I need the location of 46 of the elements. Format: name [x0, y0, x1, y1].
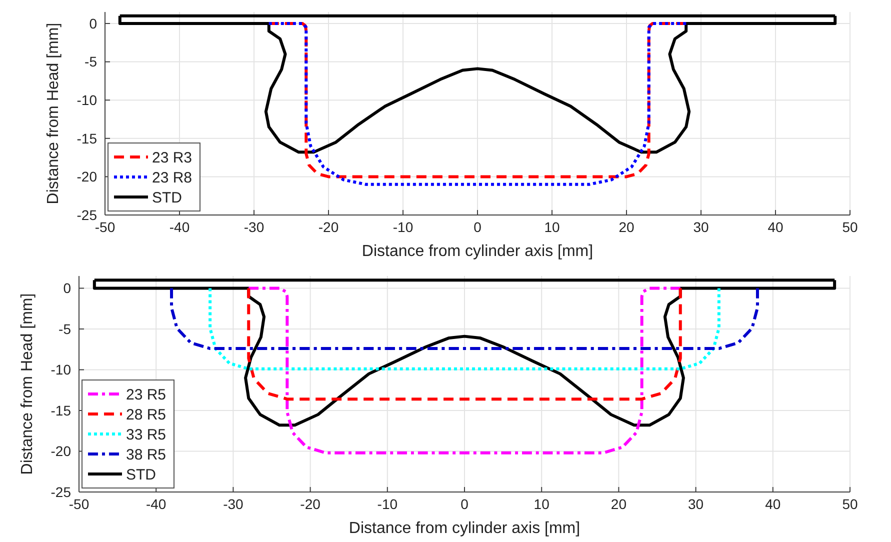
y-tick-label: -5 — [58, 320, 72, 337]
y-tick-label: -10 — [76, 92, 98, 108]
legend-label: 23 R8 — [152, 169, 192, 186]
x-tick-label: 0 — [460, 496, 469, 512]
y-tick-label: 0 — [89, 15, 98, 32]
y-tick-label: -10 — [50, 362, 72, 378]
x-tick-label: 30 — [688, 496, 704, 512]
x-tick-label: -50 — [68, 496, 90, 512]
x-tick-label: -20 — [300, 496, 321, 512]
legend-label: 38 R5 — [126, 446, 166, 464]
x-tick-label: -40 — [169, 219, 190, 235]
legend-label: STD — [152, 189, 182, 206]
y-tick-label: -20 — [76, 168, 98, 185]
x-tick-label: 40 — [765, 496, 781, 512]
x-tick-label: -10 — [392, 219, 414, 235]
x-tick-label: 10 — [544, 219, 560, 235]
x-axis-title: Distance from cylinder axis [mm] — [348, 520, 580, 537]
legend-label: 23 R5 — [126, 386, 166, 404]
x-tick-label: 50 — [842, 496, 858, 512]
x-tick-label: 20 — [610, 496, 627, 512]
x-tick-label: 30 — [693, 219, 709, 235]
x-tick-label: -20 — [318, 219, 339, 235]
x-tick-label: 50 — [842, 219, 858, 235]
y-tick-label: -15 — [50, 402, 72, 418]
legend-label: 28 R5 — [126, 406, 166, 424]
x-tick-label: -10 — [377, 496, 398, 512]
y-tick-label: 0 — [63, 280, 72, 296]
y-tick-label: -5 — [84, 54, 98, 70]
y-tick-label: -25 — [76, 206, 98, 223]
x-tick-label: -30 — [223, 496, 244, 512]
y-tick-label: -25 — [50, 484, 72, 500]
y-tick-label: -20 — [50, 443, 72, 460]
x-tick-label: -30 — [244, 219, 264, 235]
x-axis-title: Distance from cylinder axis [mm] — [362, 243, 594, 260]
x-tick-label: -50 — [94, 219, 116, 235]
legend-label: 33 R5 — [126, 426, 166, 444]
y-axis-title: Distance from Head [mm] — [45, 22, 62, 204]
y-axis-title: Distance from Head [mm] — [19, 293, 36, 475]
x-tick-label: 10 — [534, 496, 550, 512]
legend-label: STD — [126, 466, 156, 484]
x-tick-label: 20 — [618, 219, 634, 235]
x-tick-label: 0 — [474, 219, 482, 235]
x-tick-label: -40 — [146, 496, 166, 512]
legend-label: 23 R3 — [152, 149, 192, 166]
y-tick-label: -15 — [76, 130, 98, 146]
x-tick-label: 40 — [768, 219, 784, 235]
